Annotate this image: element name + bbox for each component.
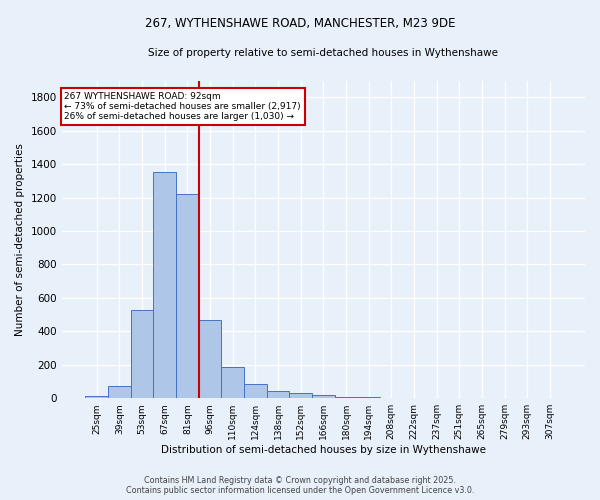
Text: 267 WYTHENSHAWE ROAD: 92sqm
← 73% of semi-detached houses are smaller (2,917)
26: 267 WYTHENSHAWE ROAD: 92sqm ← 73% of sem… — [64, 92, 301, 122]
Bar — [289, 393, 312, 398]
Bar — [244, 384, 266, 398]
Text: Contains HM Land Registry data © Crown copyright and database right 2025.
Contai: Contains HM Land Registry data © Crown c… — [126, 476, 474, 495]
Bar — [312, 394, 335, 398]
Bar — [199, 320, 221, 398]
Bar — [335, 396, 358, 398]
Bar — [131, 310, 154, 398]
Text: 267, WYTHENSHAWE ROAD, MANCHESTER, M23 9DE: 267, WYTHENSHAWE ROAD, MANCHESTER, M23 9… — [145, 18, 455, 30]
X-axis label: Distribution of semi-detached houses by size in Wythenshawe: Distribution of semi-detached houses by … — [161, 445, 486, 455]
Bar — [108, 386, 131, 398]
Title: Size of property relative to semi-detached houses in Wythenshawe: Size of property relative to semi-detach… — [148, 48, 499, 58]
Bar — [266, 390, 289, 398]
Y-axis label: Number of semi-detached properties: Number of semi-detached properties — [15, 143, 25, 336]
Bar — [154, 172, 176, 398]
Bar — [176, 194, 199, 398]
Bar — [85, 396, 108, 398]
Bar — [221, 368, 244, 398]
